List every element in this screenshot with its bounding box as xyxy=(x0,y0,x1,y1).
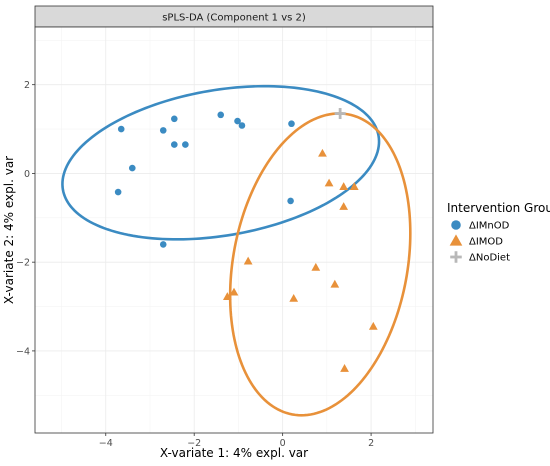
point-series-0-10 xyxy=(288,120,295,128)
legend-key-1 xyxy=(449,234,463,246)
point-series-1-12 xyxy=(340,364,349,372)
legend-key-2 xyxy=(450,251,462,263)
x-tick-label: 2 xyxy=(368,438,374,449)
point-series-0-3 xyxy=(159,127,167,134)
point-series-0-6 xyxy=(182,141,189,148)
x-axis-ticks: −4 −2 0 2 xyxy=(99,433,374,449)
point-series-0-12 xyxy=(159,241,167,248)
y-axis-title: X-variate 2: 4% expl. var xyxy=(2,156,16,304)
x-tick-label: 0 xyxy=(280,438,286,449)
point-series-1-10 xyxy=(330,279,340,288)
point-series-0-11 xyxy=(287,197,294,205)
point-series-1-2 xyxy=(339,182,349,190)
point-series-1-4 xyxy=(339,202,349,210)
point-series-1-11 xyxy=(368,321,378,330)
ellipse-series-1 xyxy=(228,112,412,417)
point-series-0-2 xyxy=(114,188,122,196)
point-series-1-6 xyxy=(229,287,239,296)
x-axis-title: X-variate 1: 4% expl. var xyxy=(160,446,308,460)
point-series-0-5 xyxy=(171,141,178,148)
y-tick-label: −2 xyxy=(16,258,30,269)
panel-border xyxy=(34,26,434,434)
point-series-0-1 xyxy=(128,164,136,172)
y-axis-ticks: −4 −2 0 2 xyxy=(16,80,35,357)
y-tick-label: −4 xyxy=(16,346,30,357)
point-series-1-5 xyxy=(243,256,253,265)
y-tick-label: 0 xyxy=(24,169,30,180)
legend-label-1: ΔIMOD xyxy=(469,237,503,248)
point-series-1-3 xyxy=(349,182,359,190)
legend-keys: ΔIMnOD ΔIMOD ΔNoDiet xyxy=(449,220,510,264)
point-series-0-7 xyxy=(217,111,225,119)
panel-background xyxy=(35,27,433,433)
ellipse-series-0 xyxy=(61,84,381,241)
point-series-1-0 xyxy=(318,148,327,157)
point-series-1-1 xyxy=(324,178,334,187)
point-series-0-4 xyxy=(171,115,178,123)
point-series-1-7 xyxy=(222,292,232,300)
point-series-1-9 xyxy=(311,262,321,271)
data-points xyxy=(114,108,378,372)
confidence-ellipses xyxy=(61,84,412,417)
chart-title: sPLS-DA (Component 1 vs 2) xyxy=(162,13,306,24)
legend-title: Intervention Group xyxy=(447,201,550,215)
x-tick-label: −2 xyxy=(187,438,201,449)
point-series-1-8 xyxy=(289,293,299,302)
legend-key-0 xyxy=(451,220,461,230)
legend-label-0: ΔIMnOD xyxy=(469,221,510,232)
point-series-0-9 xyxy=(238,122,246,129)
y-tick-label: 2 xyxy=(24,80,30,91)
legend-label-2: ΔNoDiet xyxy=(469,253,510,264)
point-series-0-8 xyxy=(234,117,241,125)
legend: Intervention Group ΔIMnOD ΔIMOD ΔNoDiet xyxy=(447,201,550,264)
point-series-2-0 xyxy=(334,108,346,120)
x-tick-label: −4 xyxy=(99,438,113,449)
grid xyxy=(35,27,433,433)
point-series-0-0 xyxy=(117,125,125,133)
